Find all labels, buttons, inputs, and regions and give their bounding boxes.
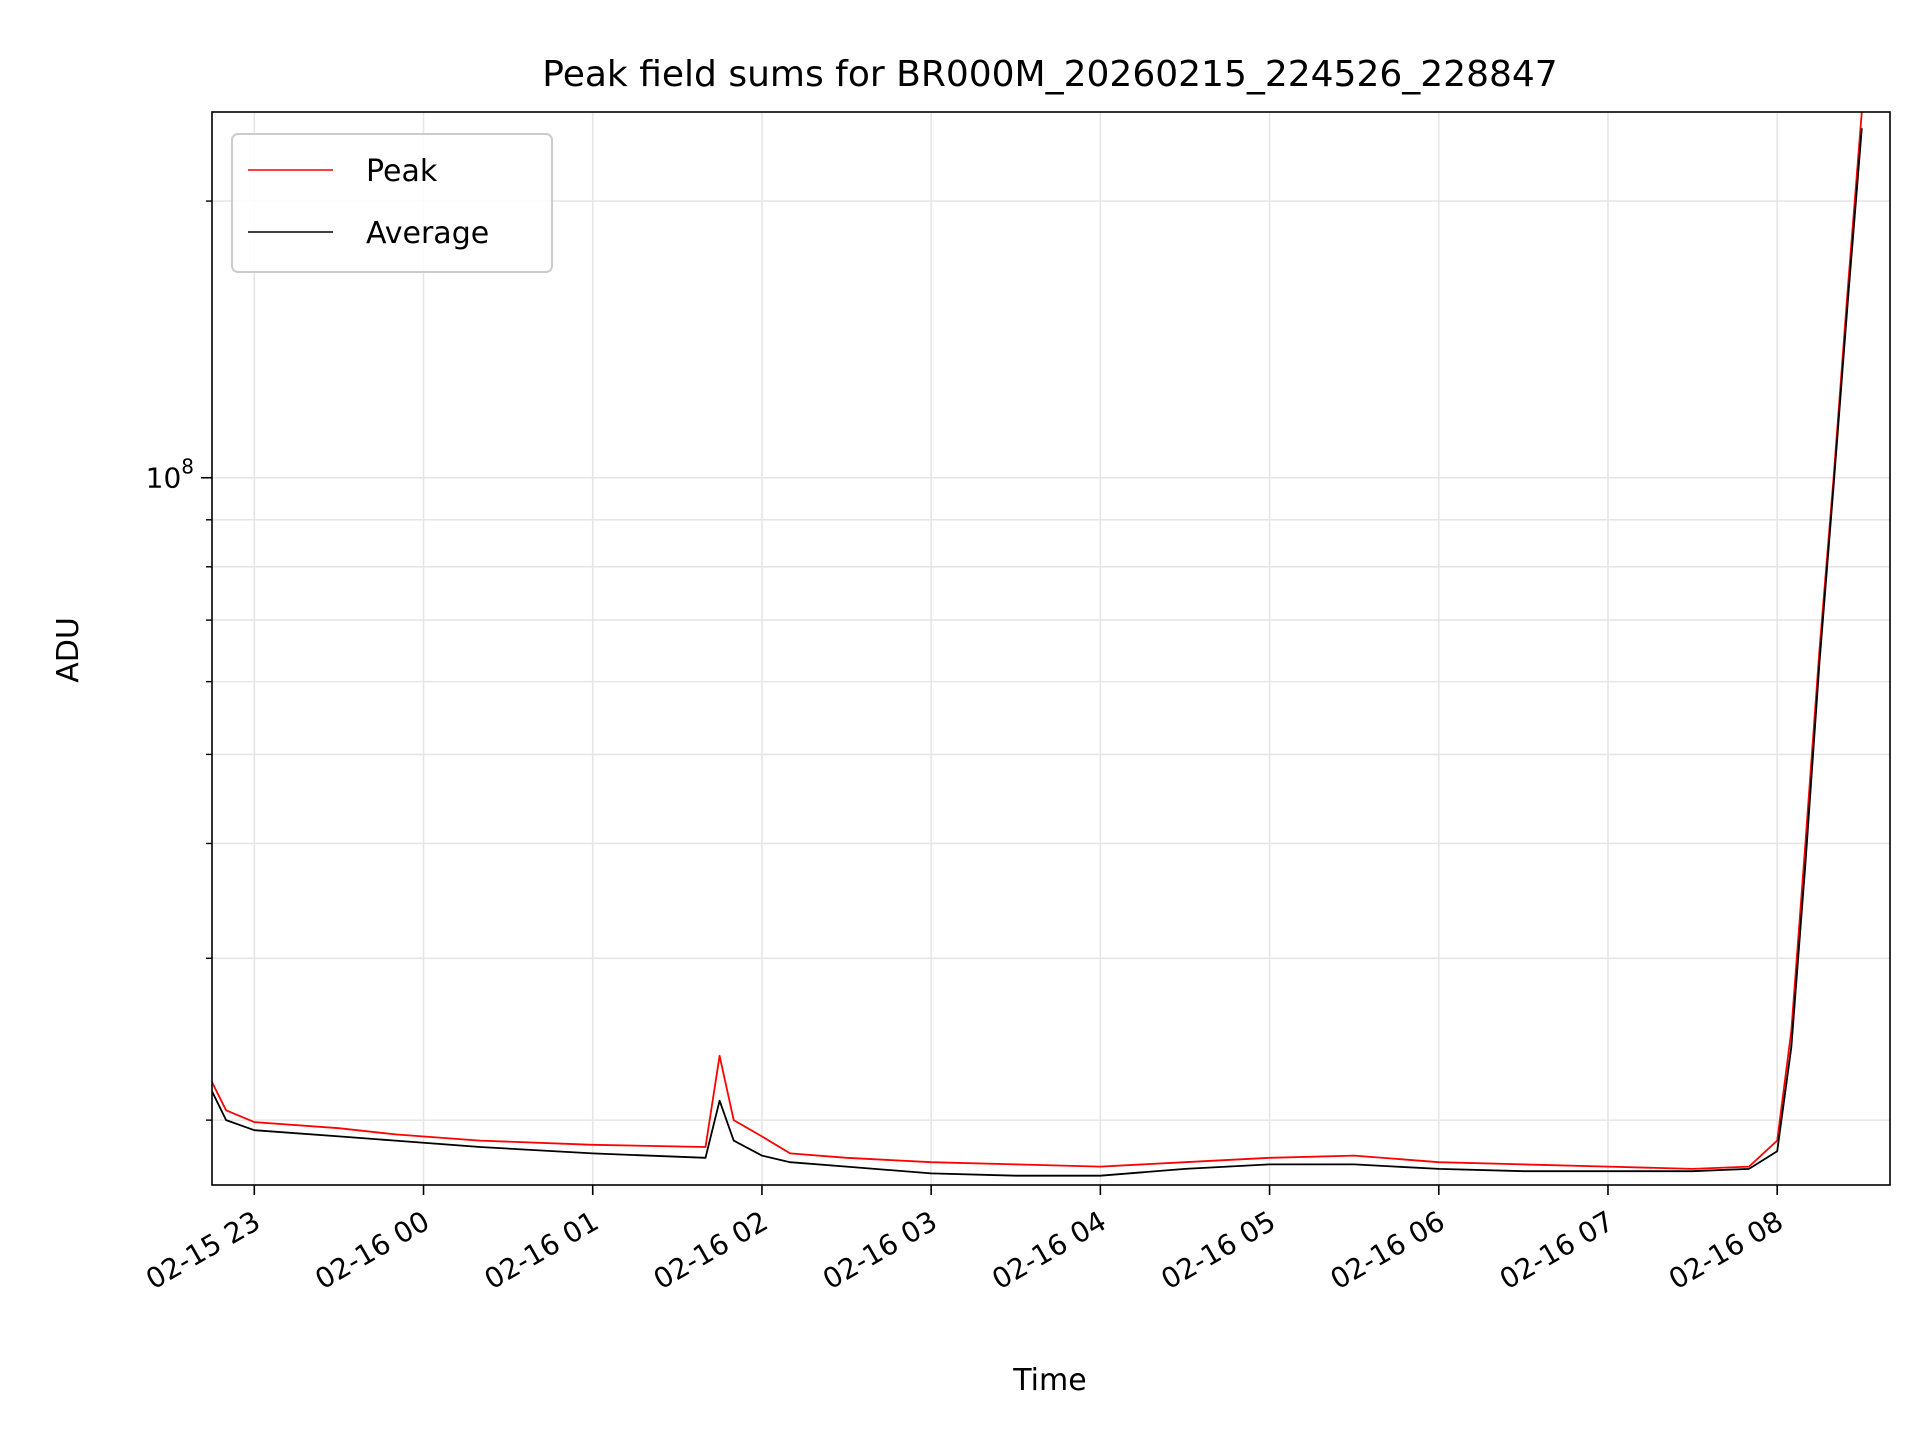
grid (212, 112, 1890, 1185)
series-line-average (212, 128, 1863, 1177)
legend: Peak Average (231, 133, 553, 273)
legend-label-average: Average (366, 216, 489, 251)
y-axis: 108 (146, 200, 212, 1121)
series-line-peak (212, 112, 1863, 1170)
legend-box (231, 133, 553, 273)
y-axis-label: ADU (51, 617, 86, 683)
chart-title: Peak field sums for BR000M_20260215_2245… (542, 54, 1557, 95)
x-axis-label: Time (1012, 1363, 1086, 1398)
legend-label-peak: Peak (366, 154, 438, 189)
axes-frame (211, 111, 1891, 1186)
y-tick-label: 108 (146, 455, 194, 495)
plot-area (212, 112, 1863, 1177)
